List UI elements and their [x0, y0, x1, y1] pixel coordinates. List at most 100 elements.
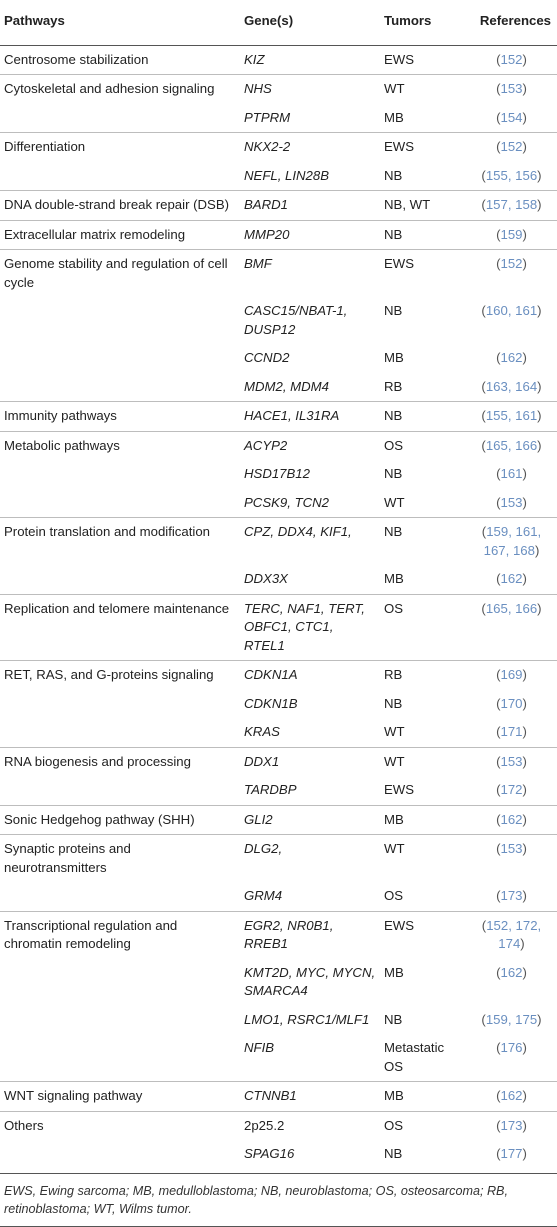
tumor-cell: MB — [380, 1081, 466, 1111]
pathway-cell — [0, 460, 240, 489]
gene-cell: TERC, NAF1, TERT, OBFC1, CTC1, RTEL1 — [240, 593, 380, 661]
table-footnote: EWS, Ewing sarcoma; MB, medulloblastoma;… — [0, 1172, 557, 1227]
table-row: TARDBP EWS (172) — [0, 776, 557, 805]
pathway-cell — [0, 373, 240, 402]
reference-cell: (172) — [496, 782, 527, 797]
reference-link[interactable]: 155, 161 — [485, 408, 538, 423]
table-row: KMT2D, MYC, MYCN, SMARCA4 MB (162) — [0, 959, 557, 1006]
tumor-cell: NB — [384, 303, 403, 318]
pathway-cell: WNT signaling pathway — [0, 1081, 240, 1111]
reference-link[interactable]: 152 — [500, 51, 523, 67]
reference-link[interactable]: 173 — [500, 888, 523, 903]
table-row: MDM2, MDM4 RB (163, 164) — [0, 373, 557, 402]
reference-cell: (171) — [496, 724, 527, 739]
tumor-cell: NB — [384, 1146, 403, 1161]
tumor-cell: RB — [384, 378, 403, 394]
reference-cell: (165, 166) — [466, 593, 557, 661]
reference-link[interactable]: 159, 161, 167, 168 — [483, 524, 542, 558]
tumor-cell: NB — [380, 401, 466, 431]
pathway-cell: Transcriptional regulation and chromatin… — [0, 910, 240, 959]
reference-link[interactable]: 162 — [500, 964, 523, 980]
reference-link[interactable]: 176 — [500, 1040, 523, 1055]
table-body: Centrosome stabilization KIZ EWS (152) Cytos… — [0, 45, 557, 1169]
reference-cell: (153) — [466, 746, 557, 776]
table-row: PTPRM MB (154) — [0, 104, 557, 133]
reference-link[interactable]: 152 — [500, 139, 523, 154]
tumor-cell: NB, WT — [380, 190, 466, 220]
reference-link[interactable]: 165, 166 — [485, 437, 538, 453]
gene-cell: HACE1, IL31RA — [240, 401, 380, 431]
reference-link[interactable]: 154 — [500, 109, 523, 125]
pathway-cell — [0, 489, 240, 518]
reference-link[interactable]: 162 — [500, 571, 523, 586]
reference-link[interactable]: 162 — [500, 350, 523, 365]
reference-link[interactable]: 171 — [500, 724, 523, 739]
gene-cell: SPAG16 — [244, 1146, 295, 1161]
pathway-cell: Immunity pathways — [0, 401, 240, 431]
pathway-cell — [0, 1140, 240, 1169]
pathway-cell: Replication and telomere maintenance — [0, 593, 240, 661]
tumor-cell: OS — [380, 593, 466, 661]
reference-link[interactable]: 153 — [500, 494, 523, 510]
reference-cell: (157, 158) — [466, 190, 557, 220]
gene-cell: NKX2-2 — [240, 132, 380, 162]
reference-link[interactable]: 155, 156 — [485, 167, 538, 183]
pathway-cell — [0, 959, 240, 1006]
reference-link[interactable]: 159, 175 — [485, 1011, 538, 1027]
pathway-cell — [0, 162, 240, 191]
reference-link[interactable]: 152, 172, 174 — [486, 917, 542, 952]
reference-link[interactable]: 169 — [500, 667, 523, 682]
reference-cell: (152) — [466, 249, 557, 297]
reference-link[interactable]: 165, 166 — [485, 600, 538, 616]
table-row: Protein translation and modification CPZ,… — [0, 517, 557, 565]
gene-cell: 2p25.2 — [240, 1110, 380, 1140]
gene-cell: BMF — [240, 249, 380, 297]
gene-cell: NHS — [240, 74, 380, 104]
tumor-cell: NB — [384, 466, 403, 481]
gene-cell: KMT2D, MYC, MYCN, SMARCA4 — [244, 964, 376, 999]
reference-cell: (155, 161) — [466, 401, 557, 431]
reference-link[interactable]: 161 — [500, 466, 523, 481]
table-row: RET, RAS, and G-proteins signaling CDKN1A… — [0, 660, 557, 690]
reference-link[interactable]: 153 — [500, 841, 523, 856]
reference-link[interactable]: 163, 164 — [485, 378, 538, 394]
reference-link[interactable]: 159 — [500, 226, 523, 242]
reference-cell: (153) — [496, 494, 527, 510]
reference-link[interactable]: 153 — [500, 81, 523, 96]
gene-cell: DDX3X — [244, 571, 288, 586]
reference-cell: (176) — [496, 1040, 527, 1055]
reference-link[interactable]: 152 — [500, 256, 523, 271]
reference-cell: (162) — [466, 804, 557, 835]
reference-link[interactable]: 170 — [500, 695, 523, 711]
reference-link[interactable]: 153 — [500, 753, 523, 769]
gene-cell: GLI2 — [240, 804, 380, 835]
gene-cell: DDX1 — [240, 746, 380, 776]
reference-cell: (159) — [466, 219, 557, 250]
tumor-cell: NB — [384, 1011, 403, 1027]
reference-link[interactable]: 173 — [500, 1117, 523, 1133]
reference-cell: (173) — [496, 888, 527, 903]
table-row: Others 2p25.2 OS (173) — [0, 1110, 557, 1140]
table-row: SPAG16 NB (177) — [0, 1140, 557, 1169]
reference-link[interactable]: 172 — [500, 782, 523, 797]
tumor-cell: MB — [384, 571, 404, 586]
pathway-cell — [0, 1006, 240, 1035]
pathway-cell — [0, 776, 240, 805]
gene-cell: CDKN1A — [240, 660, 380, 690]
gene-cell: LMO1, RSRC1/MLF1 — [244, 1011, 370, 1027]
reference-link[interactable]: 162 — [500, 811, 523, 827]
header-references: References — [466, 0, 557, 46]
reference-link[interactable]: 157, 158 — [485, 197, 538, 212]
gene-cell: NEFL, LIN28B — [244, 167, 330, 183]
reference-cell: (162) — [496, 964, 527, 980]
pathway-cell — [0, 882, 240, 911]
pathway-cell: Sonic Hedgehog pathway (SHH) — [0, 804, 240, 835]
reference-cell: (159, 175) — [481, 1011, 542, 1027]
reference-link[interactable]: 177 — [500, 1146, 523, 1161]
reference-link[interactable]: 162 — [500, 1088, 523, 1103]
table-row: PCSK9, TCN2 WT (153) — [0, 489, 557, 518]
gene-cell: KRAS — [244, 724, 280, 739]
gene-cell: PTPRM — [244, 109, 291, 125]
table-row: KRAS WT (171) — [0, 718, 557, 747]
reference-link[interactable]: 160, 161 — [485, 303, 538, 318]
